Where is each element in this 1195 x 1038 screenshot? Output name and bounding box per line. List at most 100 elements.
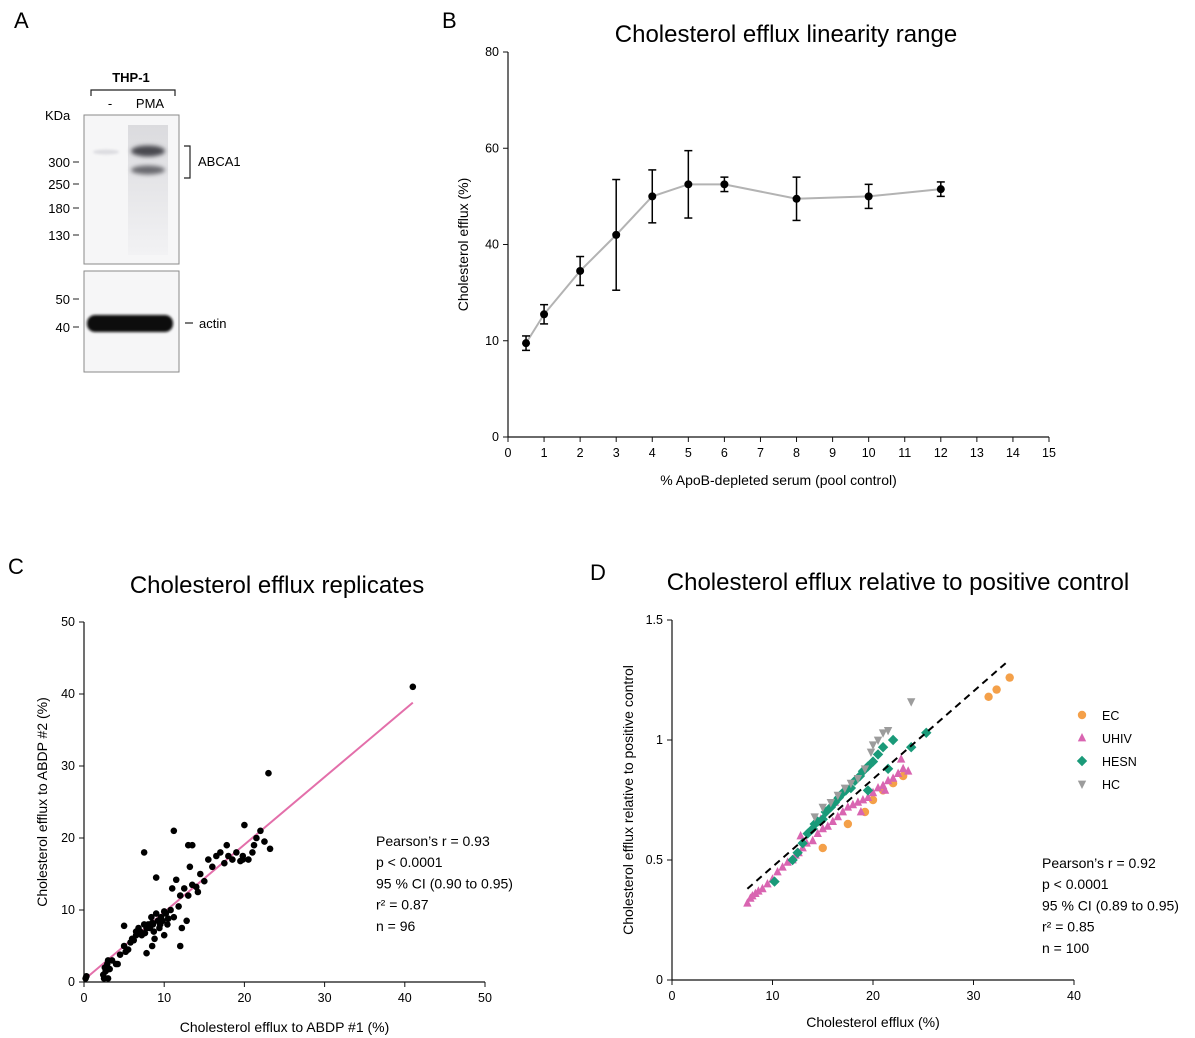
chart-d-point-uhiv [873, 783, 883, 792]
chart-d-point-ec [868, 795, 878, 805]
chart-c-data-point [148, 942, 156, 950]
chart-d-point-hesn [905, 742, 917, 753]
chart-c-x-tick-label: 10 [157, 991, 171, 1005]
chart-d-point-uhiv [754, 886, 763, 895]
chart-c-data-point [156, 921, 164, 928]
chart-c-data-point [151, 935, 158, 943]
control-faint-band [93, 149, 119, 155]
marker-180: 180 [48, 201, 70, 216]
chart-c-x-tick-label: 30 [318, 991, 332, 1005]
chart-d-point-hesn [792, 847, 803, 858]
chart-d-point-uhiv [808, 835, 817, 845]
chart-b-data-point [612, 230, 621, 239]
chart-c-data-point [152, 874, 160, 881]
chart-c-data-point [168, 885, 176, 892]
chart-c-data-point [164, 921, 171, 928]
chart-b-x-tick-label: 12 [934, 446, 948, 460]
chart-c-title: Cholesterol efflux replicates [130, 572, 424, 599]
chart-b-x-tick-label: 5 [685, 446, 692, 460]
pma-lane-smear [128, 125, 168, 255]
chart-c-data-point [152, 910, 160, 917]
panel-b-letter: B [442, 8, 457, 33]
chart-c-data-point [160, 931, 168, 939]
marker-250: 250 [48, 177, 70, 192]
chart-d-point-hc [860, 765, 870, 774]
chart-d-point-uhiv [833, 811, 843, 821]
chart-c-data-point [205, 856, 212, 863]
chart-c-y-axis-label: Cholesterol efflux to ABDP #2 (%) [34, 697, 50, 907]
chart-c-x-tick-label: 40 [398, 991, 412, 1005]
chart-d-y-tick-label: 0.5 [646, 853, 663, 867]
chart-c-data-point [150, 928, 158, 935]
chart-d-point-uhiv [888, 773, 898, 782]
chart-d-point-ec [992, 685, 1001, 694]
chart-b-y-tick-label: 40 [485, 238, 499, 252]
chart-d-legend-label: HESN [1102, 755, 1137, 769]
chart-d-y-tick-label: 0 [656, 973, 663, 987]
chart-c-data-point [176, 942, 184, 950]
chart-c-data-point [124, 946, 132, 953]
chart-c-data-point [141, 929, 149, 937]
chart-d-point-hesn [857, 766, 869, 777]
chart-c-data-point [100, 975, 108, 982]
chart-c-data-point [83, 972, 90, 980]
chart-d-point-hc [873, 736, 883, 745]
chart-d-point-uhiv [758, 883, 767, 893]
chart-d-y-axis-label: Cholesterol efflux relative to positive … [620, 665, 636, 935]
chart-c-data-point [149, 921, 157, 928]
chart-d-point-uhiv [863, 792, 873, 801]
chart-d-point-hesn [829, 797, 841, 808]
chart-c-plot: 0 10 20 30 40 50 0 10 20 30 40 50 Cholesterol efflux… [34, 615, 513, 1035]
chart-d-point-uhiv [796, 831, 805, 840]
chart-d-point-hc [840, 784, 850, 793]
abca1-label: ABCA1 [198, 154, 241, 169]
chart-c-data-point [217, 849, 224, 856]
chart-c-data-point [261, 838, 268, 845]
chart-d-point-uhiv [903, 766, 913, 775]
chart-b-x-tick-label: 10 [862, 446, 876, 460]
chart-d-point-uhiv [898, 763, 908, 773]
chart-d-point-hesn [882, 763, 894, 774]
chart-d-point-hesn [877, 742, 889, 753]
chart-b-x-tick-label: 9 [829, 446, 836, 460]
panel-c: C Cholesterol efflux replicates 0 10 20 30 4… [8, 554, 513, 1035]
chart-d-legend-label: HC [1102, 778, 1120, 792]
chart-d-x-tick-label: 10 [766, 989, 780, 1003]
chart-c-data-point [130, 936, 138, 944]
chart-d-point-ec [1005, 673, 1014, 682]
chart-b-x-tick-label: 11 [898, 446, 911, 460]
chart-d-point-uhiv [773, 867, 782, 876]
chart-d-point-hesn [837, 787, 849, 798]
chart-c-data-point [233, 849, 240, 856]
chart-d-stat-line: n = 100 [1042, 940, 1089, 956]
panel-a: A THP-1 - PMA KDa 300 250 180 130 [14, 8, 241, 373]
chart-c-data-point [170, 827, 178, 835]
chart-b-data-point [522, 339, 531, 348]
chart-b-data-point [864, 192, 873, 201]
chart-c-data-point [192, 883, 200, 891]
chart-b-y-tick-label: 0 [492, 430, 499, 444]
chart-b-y-tick-label: 10 [485, 334, 499, 348]
chart-d-point-uhiv [858, 795, 868, 804]
chart-d-x-tick-label: 40 [1067, 989, 1081, 1003]
chart-c-data-point [164, 915, 172, 922]
lane-bracket [90, 89, 176, 96]
chart-d-point-uhiv [848, 799, 858, 809]
chart-c-data-point [114, 960, 121, 968]
chart-c-data-point [148, 913, 155, 921]
chart-d-point-hesn [797, 838, 808, 849]
chart-c-data-point [229, 856, 236, 863]
chart-c-data-point [116, 951, 124, 958]
chart-d-point-uhiv [896, 754, 906, 763]
chart-c-stat-line: r² = 0.87 [376, 897, 429, 913]
chart-d-point-hc [833, 791, 843, 801]
chart-d-point-hc [868, 741, 878, 750]
chart-c-data-point [249, 849, 256, 856]
chart-d-legend-marker-uhiv [1077, 733, 1087, 742]
chart-d-point-hc [826, 799, 835, 808]
marker-50: 50 [56, 292, 70, 307]
chart-d-stat-line: Pearson’s r = 0.92 [1042, 855, 1156, 871]
chart-b-x-tick-label: 0 [505, 446, 512, 460]
actin-label: actin [199, 316, 226, 331]
